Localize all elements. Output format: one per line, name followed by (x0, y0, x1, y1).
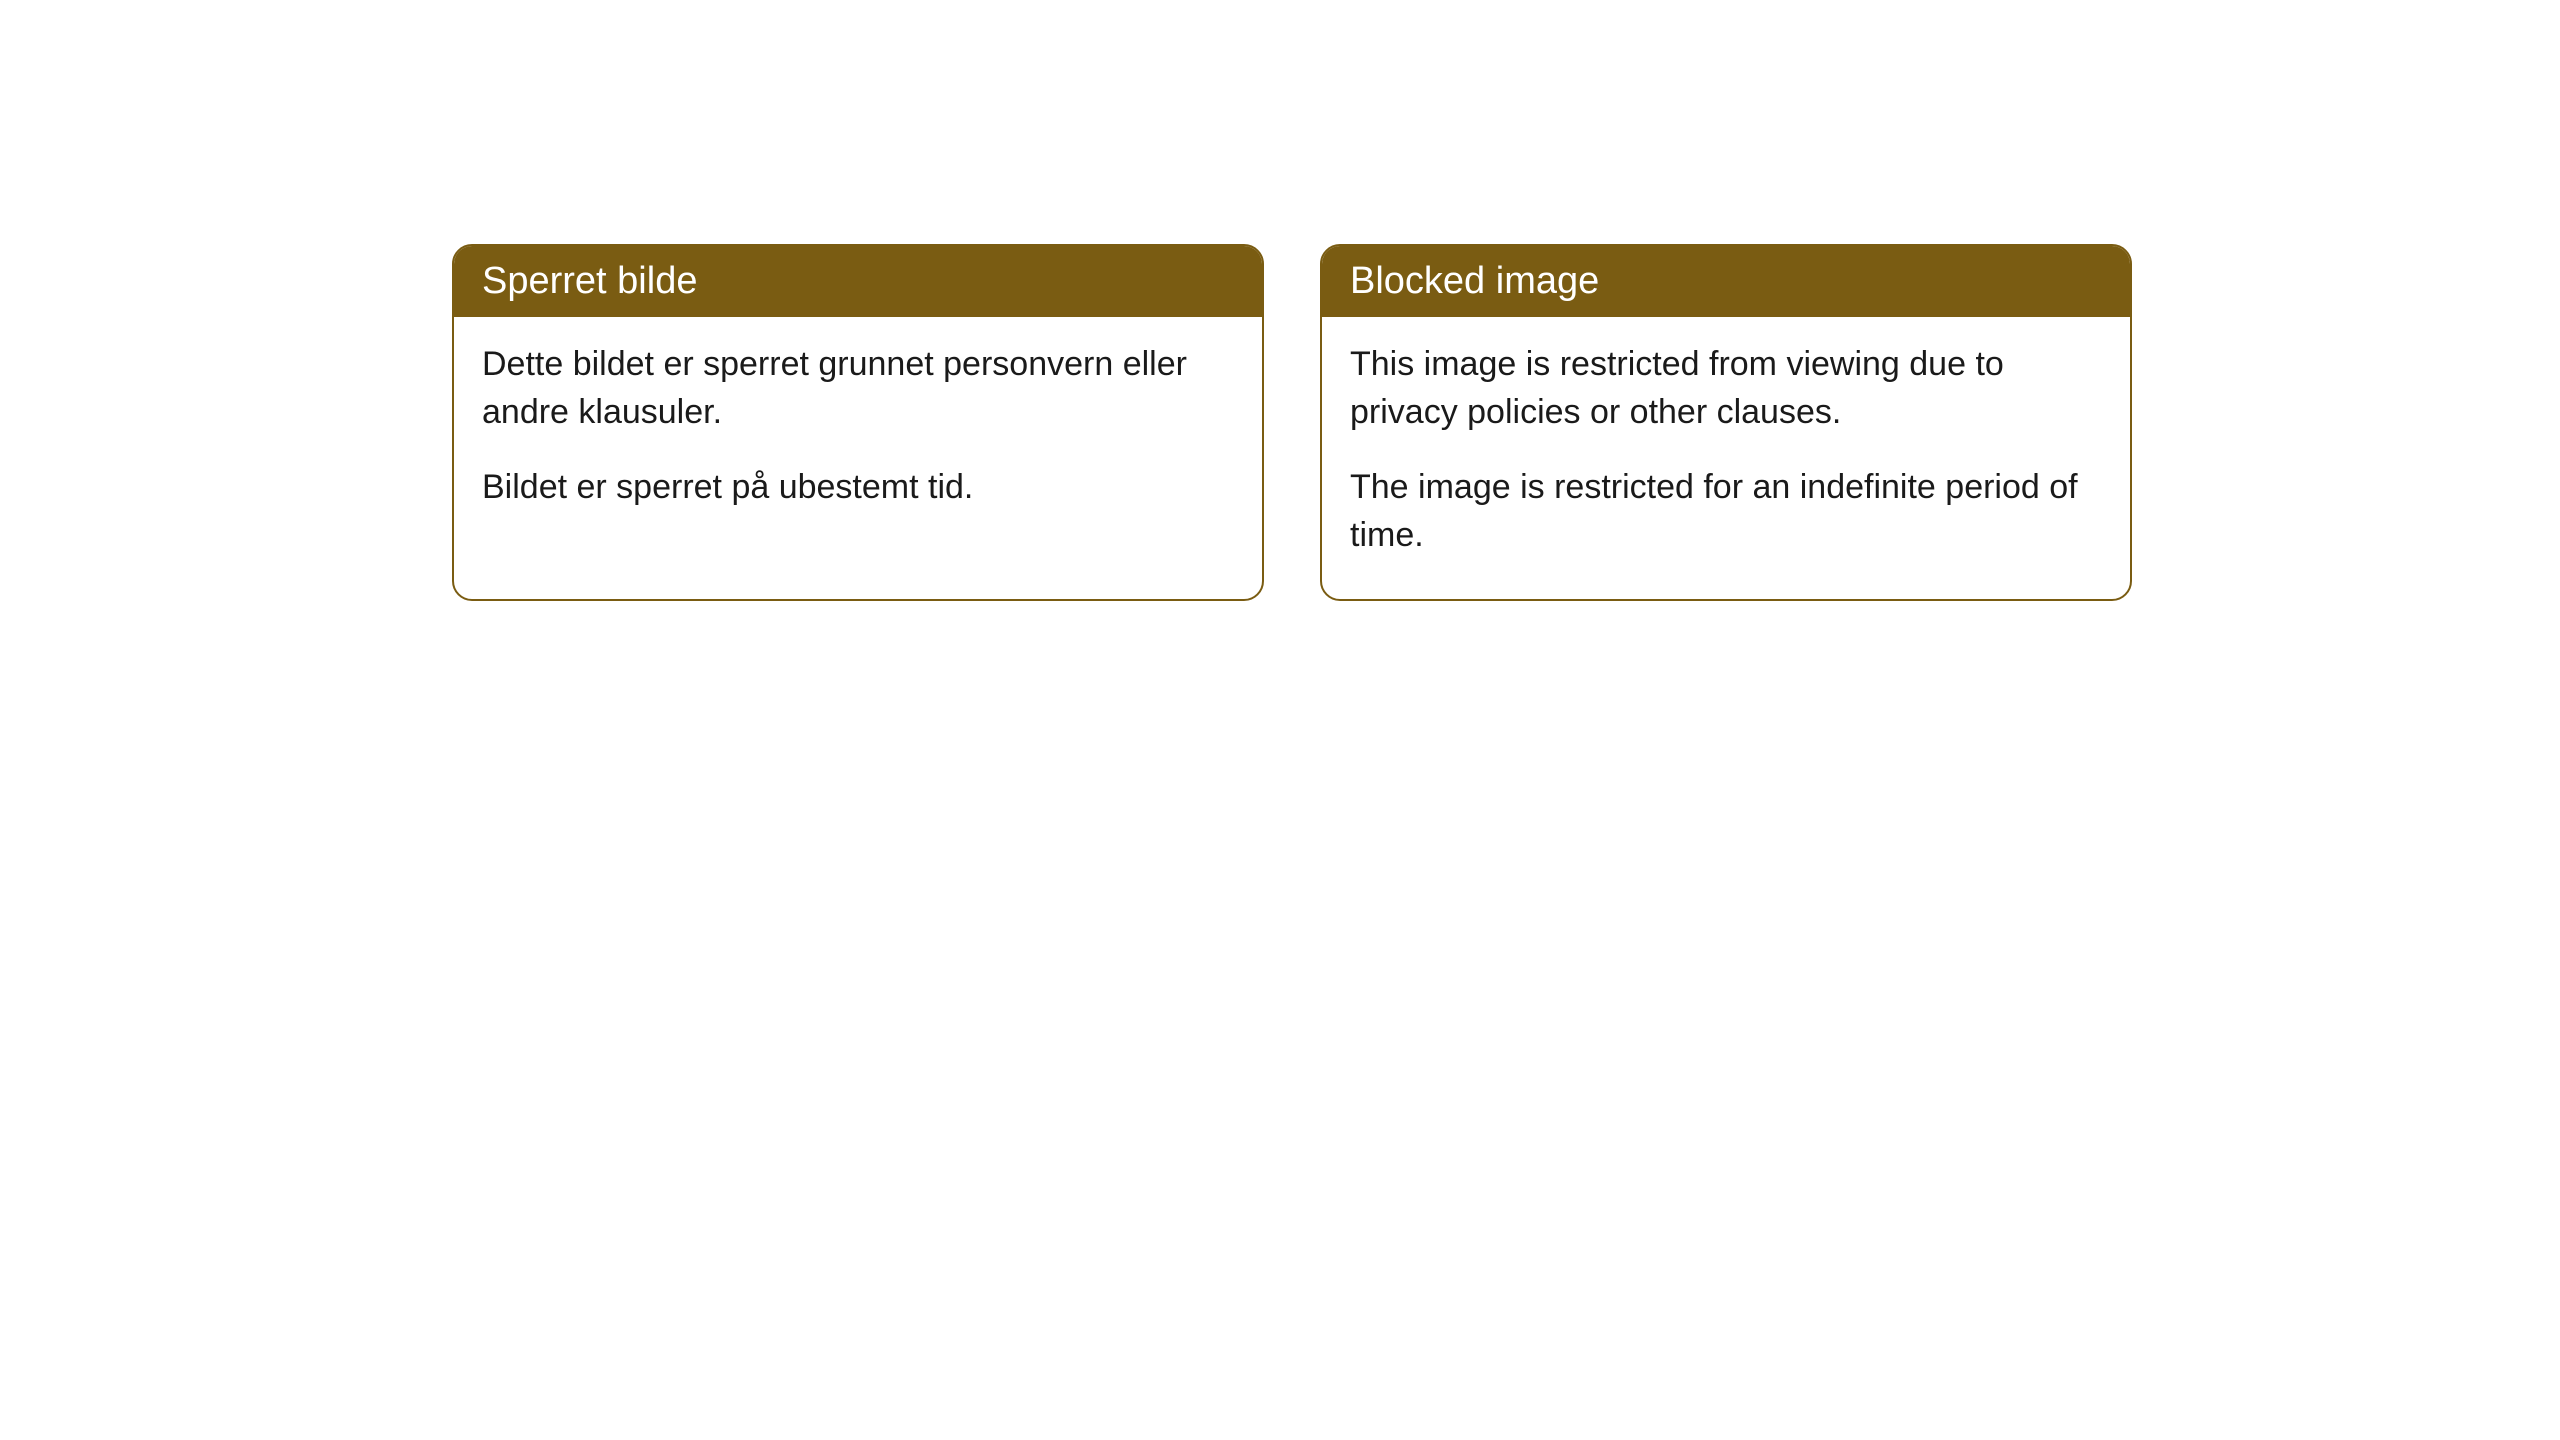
card-text-line2: Bildet er sperret på ubestemt tid. (482, 464, 1234, 512)
blocked-image-card-english: Blocked image This image is restricted f… (1320, 244, 2132, 601)
notice-container: Sperret bilde Dette bildet er sperret gr… (0, 0, 2560, 601)
card-text-line1: This image is restricted from viewing du… (1350, 341, 2102, 436)
card-title: Blocked image (1350, 260, 1599, 302)
card-body-english: This image is restricted from viewing du… (1322, 317, 2130, 599)
card-text-line1: Dette bildet er sperret grunnet personve… (482, 341, 1234, 436)
card-header-english: Blocked image (1322, 246, 2130, 317)
card-title: Sperret bilde (482, 260, 697, 302)
card-text-line2: The image is restricted for an indefinit… (1350, 464, 2102, 559)
blocked-image-card-norwegian: Sperret bilde Dette bildet er sperret gr… (452, 244, 1264, 601)
card-body-norwegian: Dette bildet er sperret grunnet personve… (454, 317, 1262, 552)
card-header-norwegian: Sperret bilde (454, 246, 1262, 317)
